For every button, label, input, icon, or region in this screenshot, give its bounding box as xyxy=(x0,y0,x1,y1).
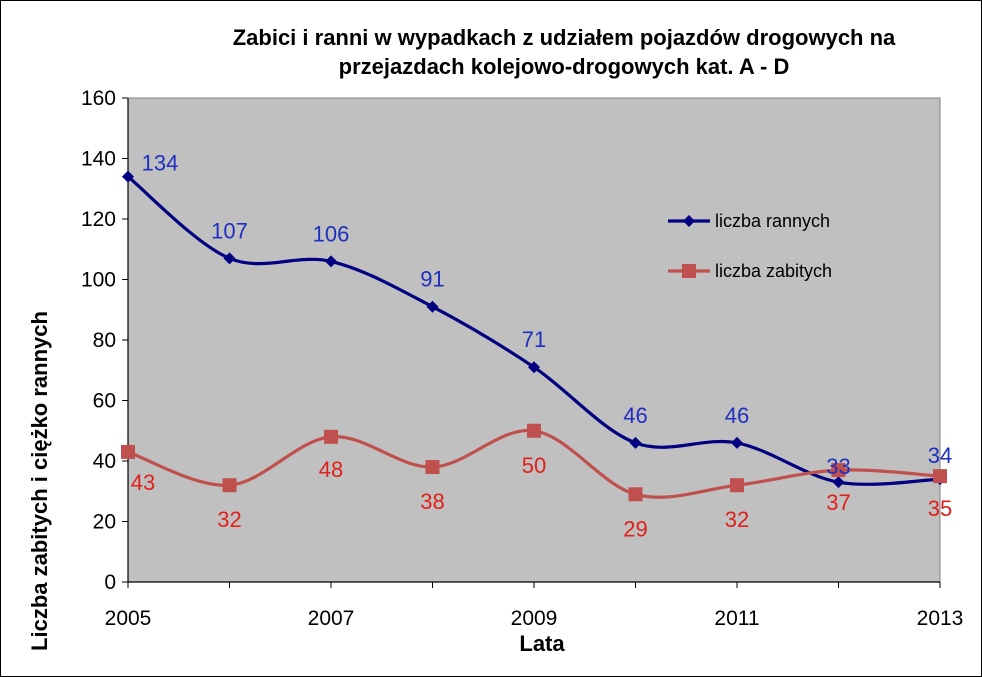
data-point-marker xyxy=(527,423,541,438)
legend-marker xyxy=(683,215,695,227)
x-tick-label: 2013 xyxy=(917,607,964,630)
data-point-marker xyxy=(223,252,236,265)
series-layer xyxy=(121,170,947,502)
axes: 0 20 40 60 80 100 120 140 160 2005 2007 2009 2011 201… xyxy=(81,87,963,630)
data-label: 46 xyxy=(725,403,749,428)
data-point-marker xyxy=(528,361,540,374)
data-point-marker xyxy=(121,444,135,459)
data-point-marker xyxy=(325,255,337,268)
data-label: 35 xyxy=(928,496,952,521)
data-point-marker xyxy=(730,478,744,493)
legend-label-liczba-rannych: liczba rannych xyxy=(715,211,830,231)
data-label: 37 xyxy=(826,490,850,515)
legend-marker xyxy=(682,264,696,278)
y-tick-label: 40 xyxy=(93,450,116,473)
data-label: 34 xyxy=(928,443,952,468)
legend: liczba rannych liczba zabitych xyxy=(668,211,832,281)
y-tick-label: 80 xyxy=(93,329,116,352)
y-tick-label: 160 xyxy=(81,87,116,110)
x-axis-title: Lata xyxy=(519,631,565,656)
data-label: 46 xyxy=(623,403,647,428)
data-label: 38 xyxy=(420,489,444,514)
data-point-marker xyxy=(933,469,947,484)
data-label: 43 xyxy=(131,470,155,495)
data-label: 32 xyxy=(217,507,241,532)
data-point-marker xyxy=(832,476,845,489)
data-label: 71 xyxy=(522,327,546,352)
y-tick-label: 0 xyxy=(104,571,116,594)
y-tick-label: 140 xyxy=(81,148,116,171)
data-point-marker xyxy=(426,300,439,313)
chart-title-line-1: Zabici i ranni w wypadkach z udziałem po… xyxy=(233,25,896,50)
x-tick-label: 2007 xyxy=(308,607,355,630)
y-tick-label: 100 xyxy=(81,269,116,292)
data-labels: 134 107 106 91 71 46 46 33 34 43 32 48 38 50 29 32 37 35 xyxy=(131,151,952,542)
y-axis-title: Liczba zabitych i ciężko rannych xyxy=(27,311,52,651)
data-label: 91 xyxy=(420,267,444,292)
data-label: 50 xyxy=(522,453,546,478)
data-point-marker xyxy=(122,170,134,183)
plot-area xyxy=(127,97,941,583)
data-point-marker xyxy=(629,436,642,449)
data-label: 134 xyxy=(142,151,179,176)
data-point-marker xyxy=(324,429,338,444)
data-point-marker xyxy=(628,487,643,502)
x-tick-label: 2009 xyxy=(511,607,558,630)
data-point-marker xyxy=(425,460,440,475)
y-tick-label: 120 xyxy=(81,208,116,231)
chart-title-line-2: przejazdach kolejowo-drogowych kat. A - … xyxy=(339,54,790,79)
data-label: 48 xyxy=(319,457,343,482)
data-label: 32 xyxy=(725,507,749,532)
data-label: 106 xyxy=(313,221,350,246)
data-point-marker xyxy=(222,478,237,493)
x-tick-label: 2005 xyxy=(105,607,152,630)
y-tick-label: 20 xyxy=(93,511,116,534)
y-tick-label: 60 xyxy=(93,390,116,413)
data-point-marker xyxy=(731,436,743,449)
data-point-marker xyxy=(831,463,846,478)
legend-label-liczba-zabitych: liczba zabitych xyxy=(715,261,832,281)
x-tick-label: 2011 xyxy=(714,607,759,630)
data-label: 107 xyxy=(211,218,248,243)
data-label: 33 xyxy=(826,454,850,479)
data-label: 29 xyxy=(623,516,647,541)
